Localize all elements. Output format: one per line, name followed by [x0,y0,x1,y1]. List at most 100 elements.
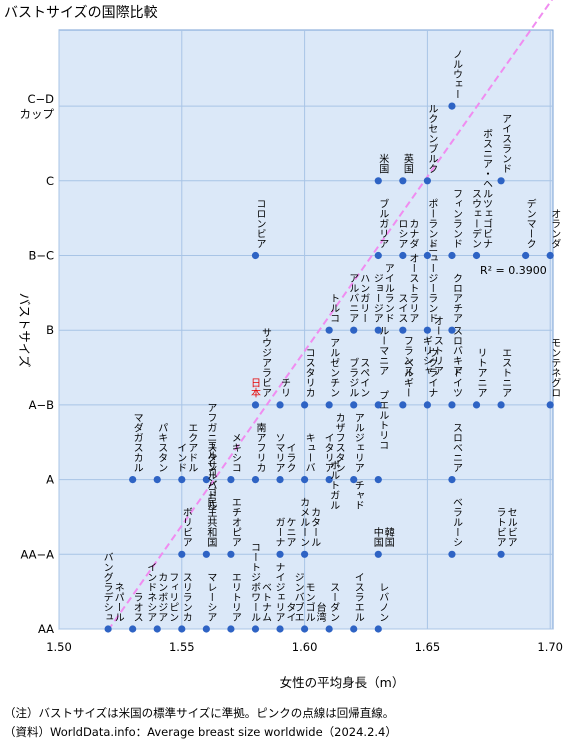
data-point [276,550,284,558]
x-axis-title: 女性の平均身長（m） [280,675,405,690]
point-label: クロアチア [450,273,461,323]
data-point [448,401,456,409]
point-label: モンゴル [303,582,315,622]
data-point [325,625,333,633]
point-label: アルゼンチン [328,338,340,398]
point-label: フィリピン [167,572,178,622]
data-points [104,102,554,633]
x-tick-label: 1.65 [415,640,441,654]
point-label: スロバキア [450,325,462,375]
point-labels: バングラデシュ ネパール ラオス インドネシア カンボジア フィリピン スリランカ マレーシア… [101,49,561,623]
point-label: カザフスタン [333,412,345,472]
y-axis-title: バストサイズ [17,293,32,368]
point-label: チャド [352,480,363,510]
data-point [350,401,358,409]
point-label: フランス [401,335,412,375]
y-tick-label: B−C [28,249,54,263]
data-point [448,102,456,110]
y-tick-labels: AA AA−A A A−B B B−C C C−D カップ [20,92,55,636]
point-label: スロベニア [450,423,462,473]
point-label: ガーナ [273,517,284,547]
data-point [202,625,210,633]
y-tick-label: C−D カップ [20,92,55,121]
point-label: フィンランド [450,189,461,249]
point-label: エストニア [500,348,512,398]
point-label: エチオピア [229,497,241,547]
point-label: カンボジア [156,572,168,622]
data-point [423,401,431,409]
data-point [301,625,309,633]
data-point [276,476,284,484]
data-point [522,251,530,260]
regression-line [107,0,554,631]
data-point [202,550,210,558]
data-point [374,251,382,260]
point-label: ジョージア [371,273,382,323]
data-point [374,401,382,409]
point-label: ルーマニア [377,325,389,375]
data-point [276,625,284,633]
footnote: （注）バストサイズは米国の標準サイズに準拠。ピンクの点線は回帰直線。 [4,706,395,720]
point-label: バングラデシュ [101,552,113,622]
point-label: 台湾 [314,601,326,623]
point-label: スーダン [328,582,340,622]
data-point [374,326,382,334]
point-label: 英国 [401,153,413,175]
y-tick-label: A [46,473,54,487]
data-point [423,326,431,334]
chart-title: バストサイズの国際比較 [4,5,158,21]
data-point [301,550,309,558]
point-label: カナダ [407,218,419,248]
data-point [227,625,235,633]
x-tick-labels: 1.50 1.55 1.60 1.65 1.70 [46,640,563,654]
point-label: アイスランド [500,114,512,174]
point-label: ノルウェー [450,49,462,99]
data-point [251,251,260,260]
data-point [251,476,260,484]
data-point [399,177,407,185]
data-point [399,401,407,409]
y-tick-label: B [46,323,54,337]
data-point [325,476,333,484]
point-label: スペイン [358,358,370,398]
y-tick-label: AA−A [20,547,54,561]
point-label: 日本 [248,378,260,399]
data-point [350,625,358,633]
data-point [301,401,309,409]
point-label: ハンガリー [358,273,370,323]
data-point [104,625,112,633]
data-point [325,401,333,409]
plot-area [58,29,554,630]
x-tick-label: 1.50 [46,640,72,654]
y-tick-label: A−B [29,398,55,412]
data-point [153,625,161,633]
point-label: コスタリカ [303,348,315,398]
point-label: ベラルーシ [450,497,462,547]
point-label: ニュージーランド [426,243,437,323]
point-label: ロシア [396,219,407,249]
point-label: 韓国 [382,527,394,548]
data-point [129,476,137,484]
data-point [227,476,235,484]
r-squared-label: R² = 0.3900 [480,264,547,277]
data-point [178,625,186,633]
data-point [325,326,333,334]
point-label: パキスタン [156,422,168,472]
data-point [448,251,456,260]
point-label: アイルランド [382,263,394,323]
point-label: リトアニア [475,348,486,398]
data-point [448,326,456,334]
point-label: オランダ [549,208,561,248]
point-label: ナイジェリア [273,562,285,622]
point-label: ジンバブエ [292,572,304,622]
data-point [497,401,505,409]
point-label: プエルトリコ [377,390,389,450]
data-point [374,625,382,633]
data-point [399,326,407,334]
data-point [153,476,161,484]
point-label: マダガスカル [131,413,143,473]
point-label: 中国 [371,526,383,548]
point-label: レバノン [377,582,389,622]
point-label: ベトナム [259,582,271,622]
